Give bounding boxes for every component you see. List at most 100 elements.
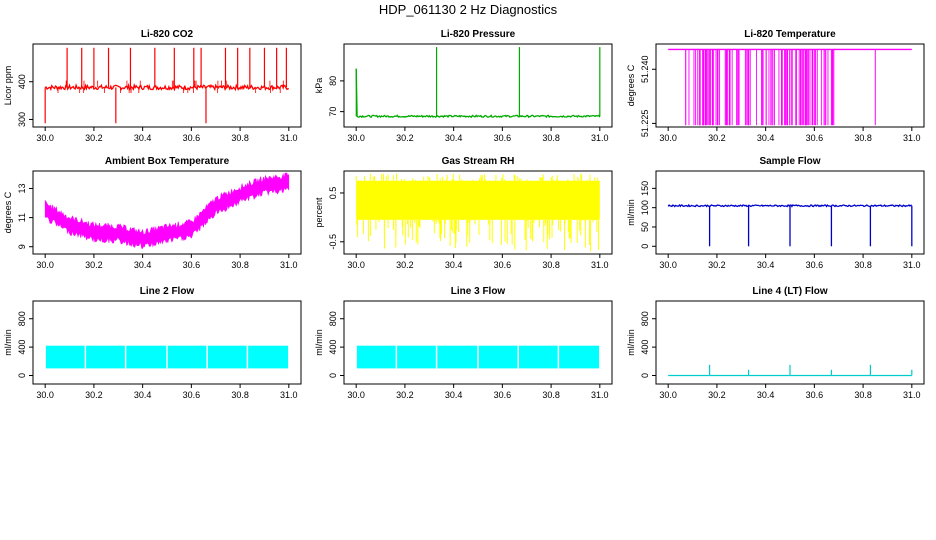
- x-tick-label: 30.4: [757, 133, 775, 143]
- plot-frame: [343, 43, 613, 128]
- x-tick-label: 30.6: [183, 260, 201, 270]
- x-tick-label: 30.0: [659, 390, 677, 400]
- series-band: [437, 345, 478, 369]
- chart-line2: Line 2 Flow ml/min 30.0 30.2 30.4 30.6 30.8 31.…: [3, 286, 302, 400]
- x-tick-label: 30.0: [659, 260, 677, 270]
- x-tick-label: 31.0: [591, 133, 609, 143]
- y-tick-label: 0: [328, 373, 338, 378]
- y-tick-label: 13: [17, 183, 27, 193]
- series-band: [397, 345, 436, 369]
- series-band: [126, 345, 167, 369]
- x-tick-label: 30.2: [708, 260, 726, 270]
- y-axis-label: degrees C: [3, 191, 13, 233]
- y-tick-label: 51.225: [640, 110, 650, 138]
- chart-rh: Gas Stream RH percent 30.0 30.2 30.4 30.6 30.8…: [314, 156, 613, 270]
- y-axis-label: kPa: [314, 78, 324, 94]
- y-axis-label: ml/min: [3, 329, 13, 356]
- series-band: [44, 172, 290, 249]
- x-tick-label: 30.4: [134, 260, 152, 270]
- x-tick-label: 30.0: [36, 390, 54, 400]
- x-tick-label: 30.8: [854, 260, 872, 270]
- x-tick-label: 30.2: [396, 133, 414, 143]
- x-tick-label: 30.4: [757, 260, 775, 270]
- series-band: [45, 345, 85, 369]
- x-tick-label: 30.0: [36, 260, 54, 270]
- y-axis-label: ml/min: [314, 329, 324, 356]
- plot-frame: [343, 300, 613, 385]
- y-tick-label: 70: [328, 107, 338, 117]
- plot-frame: [32, 43, 302, 128]
- chart-title: Line 2 Flow: [140, 286, 195, 297]
- y-tick-label: 0.5: [328, 187, 338, 200]
- x-tick-label: 30.8: [231, 390, 249, 400]
- chart-title: Li-820 Pressure: [441, 29, 516, 40]
- x-tick-label: 30.0: [36, 133, 54, 143]
- y-axis-label: Licor ppm: [3, 66, 13, 106]
- x-tick-label: 31.0: [903, 260, 921, 270]
- plot-frame: [32, 170, 302, 255]
- x-tick-label: 30.2: [85, 133, 103, 143]
- y-tick-label: 51.240: [640, 55, 650, 83]
- x-tick-label: 31.0: [280, 133, 298, 143]
- series-band: [478, 345, 518, 369]
- chart-title: Sample Flow: [759, 156, 820, 167]
- y-tick-label: 0: [17, 373, 27, 378]
- series-line: [355, 68, 601, 119]
- chart-line3: Line 3 Flow ml/min 30.0 30.2 30.4 30.6 30.8 31.…: [314, 286, 613, 400]
- page-title: HDP_061130 2 Hz Diagnostics: [378, 2, 558, 17]
- plot-frame: [655, 170, 925, 255]
- plot-frame: [343, 170, 613, 255]
- chart-licor_temp: Li-820 Temperature degrees C 30.0 30.2 30.4 3…: [626, 29, 925, 143]
- x-tick-label: 31.0: [591, 390, 609, 400]
- y-tick-label: 400: [328, 340, 338, 355]
- y-axis-label: ml/min: [626, 329, 636, 356]
- y-tick-label: 100: [640, 200, 650, 215]
- x-tick-label: 31.0: [903, 390, 921, 400]
- chart-sample_flow: Sample Flow ml/min 30.0 30.2 30.4 30.6 30.8 31.…: [626, 156, 925, 270]
- x-tick-label: 30.2: [85, 260, 103, 270]
- chart-title: Line 4 (LT) Flow: [752, 286, 828, 297]
- x-tick-label: 30.2: [85, 390, 103, 400]
- chart-line4: Line 4 (LT) Flow ml/min 30.0 30.2 30.4 30.6 30…: [626, 286, 925, 400]
- x-tick-label: 30.8: [542, 390, 560, 400]
- series-band: [167, 345, 207, 369]
- chart-co2: Li-820 CO2 Licor ppm 30.0 30.2 30.4 30.6 30.8 3…: [3, 29, 302, 143]
- x-tick-label: 30.2: [708, 133, 726, 143]
- x-tick-label: 30.8: [854, 133, 872, 143]
- y-tick-label: 9: [17, 244, 27, 249]
- y-tick-label: 400: [640, 340, 650, 355]
- series-line: [44, 82, 290, 92]
- y-tick-label: 0: [640, 373, 650, 378]
- chart-title: Gas Stream RH: [442, 156, 515, 167]
- plot-frame: [655, 43, 925, 128]
- y-tick-label: 800: [17, 311, 27, 326]
- x-tick-label: 30.8: [231, 133, 249, 143]
- x-tick-label: 30.6: [183, 390, 201, 400]
- x-tick-label: 31.0: [591, 260, 609, 270]
- series-band: [559, 345, 600, 369]
- chart-pressure: Li-820 Pressure kPa 30.0 30.2 30.4 30.6 30.8 31…: [314, 29, 613, 143]
- y-tick-label: 11: [17, 213, 27, 222]
- chart-title: Li-820 CO2: [141, 29, 194, 40]
- x-tick-label: 30.6: [494, 390, 512, 400]
- x-tick-label: 30.8: [231, 260, 249, 270]
- x-tick-label: 30.4: [445, 133, 463, 143]
- x-tick-label: 30.8: [854, 390, 872, 400]
- x-tick-label: 30.6: [806, 260, 824, 270]
- x-tick-label: 31.0: [280, 260, 298, 270]
- chart-title: Li-820 Temperature: [744, 29, 836, 40]
- plot-frame: [655, 300, 925, 385]
- y-tick-label: -0.5: [328, 234, 338, 250]
- y-axis-label: ml/min: [626, 199, 636, 226]
- y-tick-label: 50: [640, 222, 650, 232]
- x-tick-label: 31.0: [280, 390, 298, 400]
- x-tick-label: 30.4: [757, 390, 775, 400]
- x-tick-label: 30.0: [347, 390, 365, 400]
- x-tick-label: 30.6: [183, 133, 201, 143]
- y-axis-label: degrees C: [626, 64, 636, 106]
- y-tick-label: 800: [640, 311, 650, 326]
- x-tick-label: 30.4: [134, 133, 152, 143]
- chart-title: Ambient Box Temperature: [105, 156, 230, 167]
- x-tick-label: 30.0: [347, 133, 365, 143]
